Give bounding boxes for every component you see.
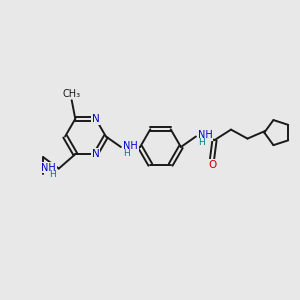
Text: H: H	[123, 149, 130, 158]
Text: NH: NH	[123, 141, 138, 151]
Text: O: O	[208, 160, 216, 170]
Text: NH: NH	[41, 163, 56, 173]
Text: H: H	[49, 170, 56, 179]
Text: N: N	[92, 149, 100, 159]
Text: N: N	[92, 114, 100, 124]
Text: NH: NH	[198, 130, 212, 140]
Text: H: H	[198, 138, 204, 147]
Text: CH₃: CH₃	[63, 88, 81, 99]
